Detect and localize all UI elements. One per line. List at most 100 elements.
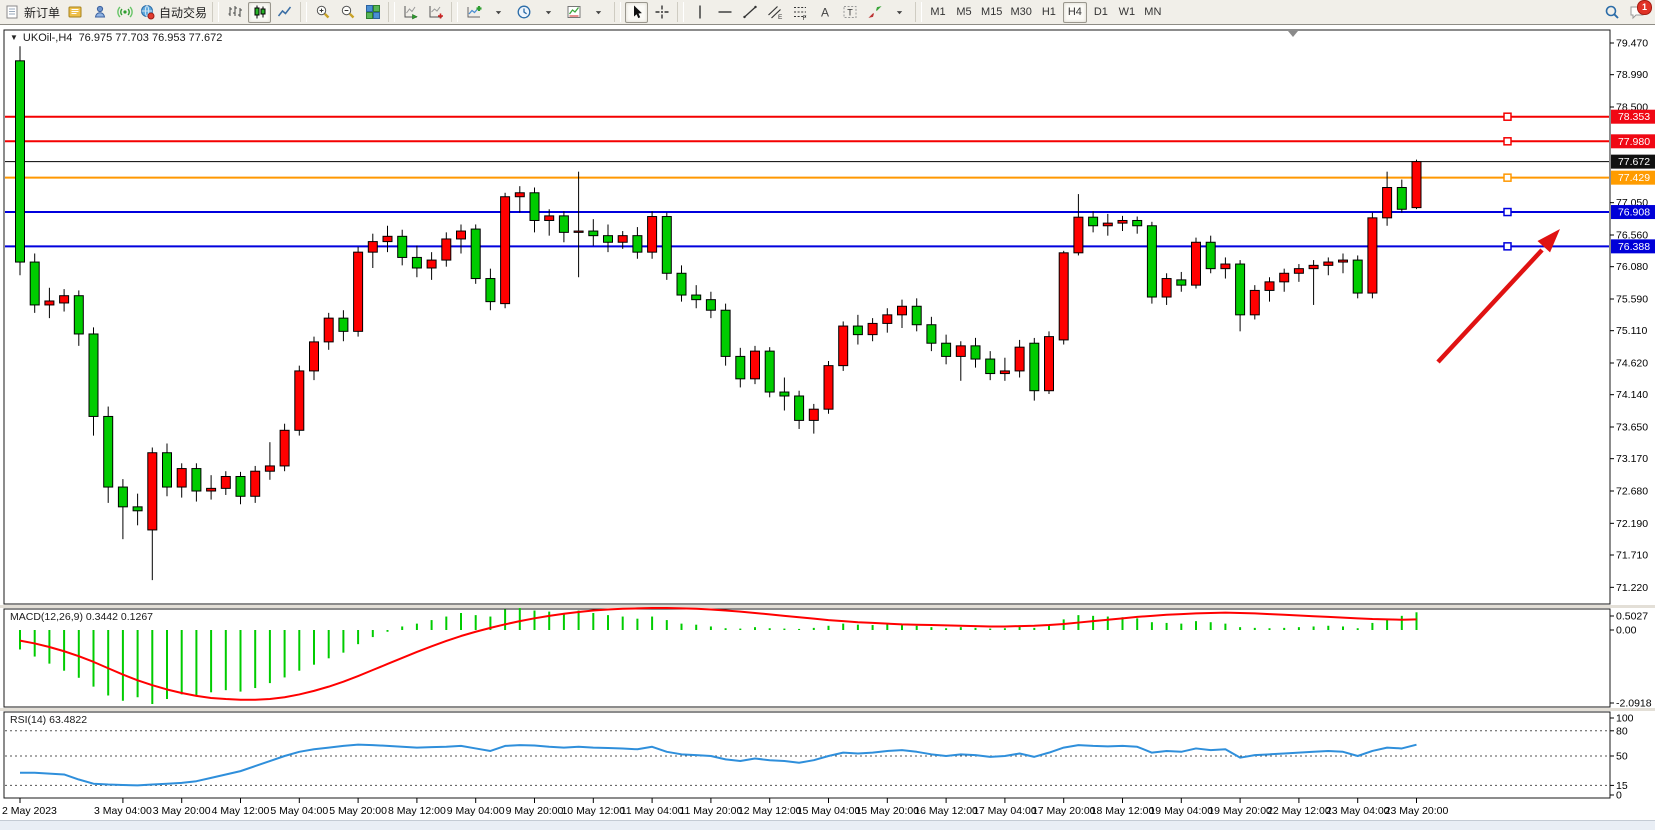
date-tick-label: 3 May 20:00	[153, 805, 211, 817]
periods-button[interactable]	[512, 2, 535, 23]
tile-windows-button[interactable]	[361, 2, 384, 23]
new-order-button-label: 新订单	[24, 5, 61, 20]
navigator-button[interactable]	[113, 2, 136, 23]
price-badge-77.429: 77.429	[1611, 170, 1655, 185]
indicators-button-dropdown[interactable]	[487, 2, 510, 23]
price-tick-label: 75.110	[1616, 325, 1647, 337]
price-tick-label: 72.680	[1616, 486, 1648, 498]
price-tick-label: 74.140	[1616, 389, 1648, 401]
timeframe-m5-button[interactable]: M5	[956, 6, 972, 18]
status-strip	[0, 820, 1655, 830]
search-icon	[1604, 4, 1620, 20]
macd-axis[interactable]: 0.5027 0.00 -2.0918	[1610, 611, 1652, 710]
vertical-line-tool-button[interactable]	[688, 2, 711, 23]
chart-shift-marker[interactable]	[1288, 31, 1298, 37]
date-tick-label: 9 May 20:00	[506, 805, 564, 817]
timeframe-h4-button[interactable]: H4	[1062, 1, 1087, 23]
zoom-in-button[interactable]	[311, 2, 334, 23]
price-tick-label: 71.710	[1616, 550, 1648, 562]
fibonacci-tool-button[interactable]: F	[788, 2, 811, 23]
auto-scroll-button[interactable]	[399, 2, 422, 23]
rsi-tick-label: 100	[1616, 713, 1634, 725]
horizontal-line-tool-button[interactable]	[713, 2, 736, 23]
text-label-tool-button[interactable]: T	[838, 2, 861, 23]
crosshair-tool-button[interactable]	[650, 2, 673, 23]
price-badge-77.980: 77.980	[1611, 134, 1655, 149]
price-badge-76.908: 76.908	[1611, 205, 1655, 220]
rsi-series	[5, 730, 1609, 787]
timeframe-m1-button[interactable]: M1	[930, 6, 946, 18]
toolbar-separator	[915, 2, 923, 22]
macd-values: 0.3442 0.1267	[85, 611, 154, 623]
globe-icon	[139, 4, 155, 20]
macd-series	[19, 607, 1418, 704]
indicators-button[interactable]	[462, 2, 485, 23]
chart-shift-button[interactable]	[424, 2, 447, 23]
auto-trading-button-label: 自动交易	[159, 5, 208, 20]
toolbar-separator	[212, 2, 220, 22]
market-watch-button[interactable]	[63, 2, 86, 23]
trendline-tool-button[interactable]	[738, 2, 761, 23]
date-tick-label: 9 May 04:00	[447, 805, 505, 817]
hline-76.908[interactable]	[5, 207, 1609, 217]
text-tool-button[interactable]: A	[813, 2, 836, 23]
auto-trading-button[interactable]: 自动交易	[138, 2, 208, 23]
templates-button-dropdown[interactable]	[587, 2, 610, 23]
toolbar-separator	[451, 2, 459, 22]
toolbar-separator	[677, 2, 685, 22]
pane-divider[interactable]	[0, 605, 1655, 608]
hline-76.388[interactable]	[5, 242, 1609, 251]
date-tick-label: 19 May 20:00	[1208, 805, 1272, 817]
svg-text:76.908: 76.908	[1618, 207, 1650, 219]
line-chart-button[interactable]	[273, 2, 296, 23]
hline-77.98[interactable]	[5, 137, 1609, 146]
arrows-tool-button[interactable]	[863, 2, 886, 23]
timeframe-h1-button[interactable]: H1	[1041, 6, 1056, 18]
price-axis[interactable]: 79.47078.99078.50077.05076.56076.08075.5…	[1610, 38, 1655, 594]
periods-button-dropdown[interactable]	[537, 2, 560, 23]
templates-button[interactable]	[562, 2, 585, 23]
data-window-button[interactable]	[88, 2, 111, 23]
zoom-out-button[interactable]	[336, 2, 359, 23]
hline-77.429[interactable]	[5, 173, 1609, 182]
toolbar-separator	[614, 2, 622, 22]
clock-icon	[516, 4, 532, 20]
bar-chart-button[interactable]	[223, 2, 246, 23]
new-order-button[interactable]: 新订单	[3, 2, 61, 23]
channel-tool-button[interactable]: E	[763, 2, 786, 23]
trend-arrow-annotation[interactable]	[1436, 229, 1560, 364]
rsi-indicator-label: RSI(14) 63.4822	[10, 714, 88, 726]
date-tick-label: 5 May 04:00	[270, 805, 328, 817]
price-tick-label: 76.560	[1616, 230, 1648, 242]
timeframe-m15-button[interactable]: M15	[981, 6, 1003, 18]
search-button[interactable]	[1600, 2, 1623, 23]
arrows-tool-button-dropdown[interactable]	[888, 2, 911, 23]
price-badge-77.672: 77.672	[1611, 154, 1655, 169]
date-axis[interactable]: 2 May 2023 3 May 04:00 3 May 20:00 4 May 12…	[2, 798, 1448, 817]
hline-icon	[717, 4, 733, 20]
date-tick-label: 16 May 12:00	[914, 805, 978, 817]
notifications-button[interactable]: 1	[1625, 0, 1652, 23]
timeframe-w1-button[interactable]: W1	[1118, 6, 1136, 18]
book-icon	[67, 4, 83, 20]
candles-icon	[252, 4, 268, 20]
cursor-tool-button[interactable]	[625, 1, 649, 23]
date-tick-label: 5 May 20:00	[329, 805, 387, 817]
macd-signal-line	[19, 607, 1417, 701]
timeframe-m30-button[interactable]: M30	[1010, 6, 1032, 18]
price-tick-label: 73.650	[1616, 422, 1648, 434]
timeframe-d1-button[interactable]: D1	[1093, 6, 1108, 18]
macd-tick-label: 0.00	[1616, 625, 1637, 637]
svg-text:E: E	[778, 14, 783, 20]
pane-divider[interactable]	[0, 708, 1655, 711]
date-tick-label: 4 May 12:00	[212, 805, 270, 817]
date-tick-label: 17 May 20:00	[1032, 805, 1096, 817]
macd-tick-label: 0.5027	[1616, 611, 1648, 623]
candlestick-chart-button[interactable]	[248, 1, 272, 23]
hline-78.353[interactable]	[5, 112, 1609, 121]
date-tick-label: 15 May 20:00	[855, 805, 919, 817]
chevron-down-icon[interactable]: ▼	[10, 33, 18, 42]
timeframe-mn-button[interactable]: MN	[1144, 6, 1162, 18]
